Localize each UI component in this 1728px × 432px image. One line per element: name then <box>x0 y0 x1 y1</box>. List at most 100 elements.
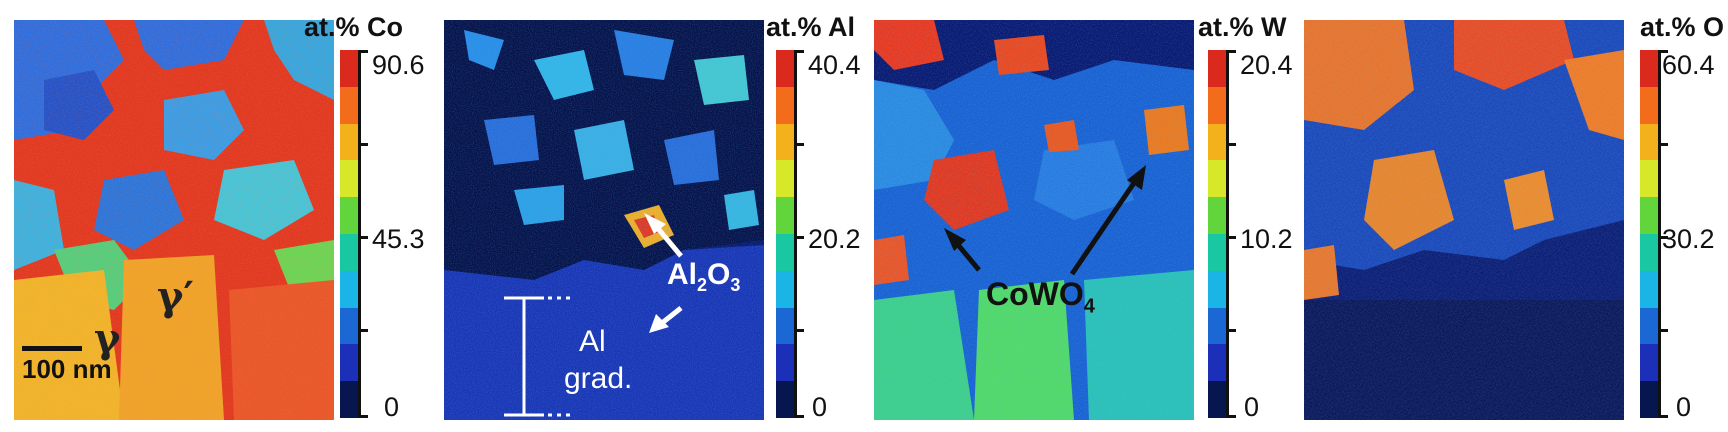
al-tick <box>794 415 804 418</box>
al-map-image <box>444 20 764 420</box>
al-tick-label-max: 40.4 <box>808 50 861 80</box>
o-tick-label-min: 0 <box>1676 392 1692 422</box>
colorbar-segment <box>776 381 794 418</box>
colorbar-segment <box>1640 123 1658 161</box>
w-colorbar-axis <box>1226 50 1229 418</box>
al-gradient-label-1: Al <box>579 325 606 358</box>
colorbar-segment <box>1640 307 1658 345</box>
o-map-panel <box>1304 20 1624 420</box>
colorbar-segment <box>776 344 794 382</box>
w-tick-label-max: 20.4 <box>1240 50 1293 80</box>
colorbar-segment <box>776 270 794 308</box>
al2o3-al: Al <box>667 258 697 291</box>
colorbar-segment <box>1208 160 1226 198</box>
o-colorbar-title: at.% O <box>1640 12 1725 42</box>
al-tick <box>794 143 804 146</box>
colorbar-segment <box>340 233 358 271</box>
o-colorbar-axis <box>1658 50 1661 418</box>
w-tick <box>1226 143 1236 146</box>
colorbar-segment <box>776 233 794 271</box>
al2o3-sub2: 2 <box>697 275 708 295</box>
colorbar-segment <box>1208 86 1226 124</box>
cowo4-base: CoWO <box>986 276 1084 312</box>
colorbar-segment <box>1640 160 1658 198</box>
colorbar-segment <box>1640 270 1658 308</box>
o-colorbar <box>1640 50 1658 418</box>
colorbar-segment <box>1208 270 1226 308</box>
colorbar-segment <box>1640 381 1658 418</box>
cowo4-sub: 4 <box>1083 295 1095 318</box>
al-tick <box>794 50 804 53</box>
o-tick <box>1658 236 1668 239</box>
co-map-image <box>14 20 334 420</box>
colorbar-segment <box>1640 344 1658 382</box>
colorbar-segment <box>776 86 794 124</box>
colorbar-segment <box>776 50 794 87</box>
o-tick <box>1658 143 1668 146</box>
co-tick-label-mid: 45.3 <box>372 224 425 254</box>
co-tick <box>358 415 368 418</box>
o-tick <box>1658 415 1668 418</box>
colorbar-segment <box>776 123 794 161</box>
al-gradient-label-2: grad. <box>564 362 633 395</box>
colorbar-segment <box>340 197 358 234</box>
co-map-panel: γ′ γ 100 nm <box>14 20 334 420</box>
o-map-image <box>1304 20 1624 420</box>
colorbar-segment <box>1208 233 1226 271</box>
o-tick <box>1658 329 1668 332</box>
co-colorbar-title: at.% Co <box>304 12 404 42</box>
colorbar-segment <box>340 123 358 161</box>
w-map-panel: CoWO4 <box>874 20 1194 420</box>
w-tick-label-min: 0 <box>1244 392 1260 422</box>
al-colorbar-title: at.% Al <box>766 12 856 42</box>
al2o3-label: Al2O3 <box>667 258 740 296</box>
o-tick-label-max: 60.4 <box>1662 50 1715 80</box>
al-colorbar <box>776 50 794 418</box>
scale-bar-label: 100 nm <box>22 354 112 384</box>
al-map-panel: Al2O3 Al grad. <box>444 20 764 420</box>
colorbar-segment <box>1208 50 1226 87</box>
colorbar-segment <box>1208 344 1226 382</box>
w-colorbar-title: at.% W <box>1198 12 1287 42</box>
w-tick <box>1226 415 1236 418</box>
colorbar-segment <box>340 160 358 198</box>
colorbar-segment <box>340 270 358 308</box>
w-colorbar <box>1208 50 1226 418</box>
o-tick-label-mid: 30.2 <box>1662 224 1715 254</box>
al-tick-label-min: 0 <box>812 392 828 422</box>
w-tick <box>1226 329 1236 332</box>
al-tick <box>794 236 804 239</box>
colorbar-segment <box>1640 86 1658 124</box>
w-tick <box>1226 50 1236 53</box>
cowo4-label: CoWO4 <box>986 276 1095 318</box>
colorbar-segment <box>340 86 358 124</box>
co-colorbar <box>340 50 358 418</box>
w-tick-label-mid: 10.2 <box>1240 224 1293 254</box>
colorbar-segment <box>1208 307 1226 345</box>
co-tick <box>358 143 368 146</box>
gamma-prime-label: γ′ <box>157 273 194 320</box>
al-tick-label-mid: 20.2 <box>808 224 861 254</box>
co-tick <box>358 50 368 53</box>
colorbar-segment <box>340 307 358 345</box>
colorbar-segment <box>776 307 794 345</box>
colorbar-segment <box>340 381 358 418</box>
colorbar-segment <box>1208 197 1226 234</box>
colorbar-segment <box>1640 197 1658 234</box>
al2o3-sub3: 3 <box>730 275 741 295</box>
co-tick <box>358 236 368 239</box>
colorbar-segment <box>340 50 358 87</box>
w-map-image <box>874 20 1194 420</box>
o-tick <box>1658 50 1668 53</box>
al2o3-o: O <box>707 258 731 291</box>
colorbar-segment <box>1208 123 1226 161</box>
w-tick <box>1226 236 1236 239</box>
colorbar-segment <box>1640 50 1658 87</box>
colorbar-segment <box>776 160 794 198</box>
al-tick <box>794 329 804 332</box>
colorbar-segment <box>340 344 358 382</box>
co-tick <box>358 329 368 332</box>
colorbar-segment <box>1640 233 1658 271</box>
colorbar-segment <box>776 197 794 234</box>
gamma-label: γ <box>94 315 121 362</box>
